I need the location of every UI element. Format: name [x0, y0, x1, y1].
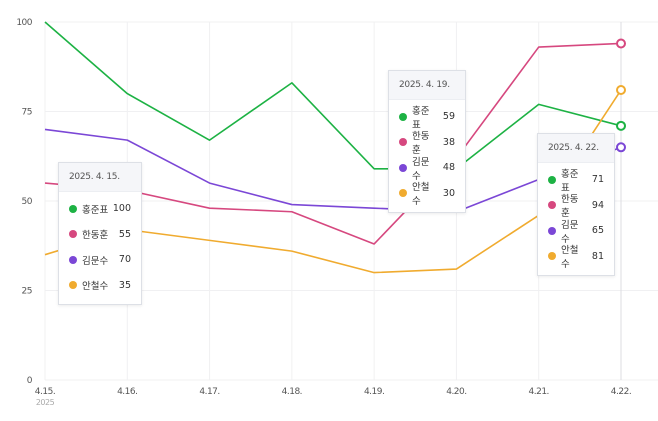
legend-dot-icon: [69, 255, 77, 264]
tooltip-value: 48: [442, 162, 455, 174]
tooltip-value: 81: [591, 250, 604, 262]
x-year-label: 2025: [36, 398, 55, 407]
tooltip-row: 한동훈 55: [59, 222, 141, 248]
x-tick-label: 4.19.: [364, 387, 384, 397]
tooltip-value: 59: [442, 111, 455, 123]
tooltip-row: 한동훈 94: [538, 193, 614, 219]
tooltip-series-name: 안철수: [561, 245, 579, 271]
tooltip-4-15: 2025. 4. 15. 홍준표 100 한동훈 55 김문수 70 안철수 35: [58, 162, 142, 305]
tooltip-series-name: 안철수: [412, 182, 430, 208]
tooltip-4-22: 2025. 4. 22. 홍준표 71 한동훈 94 김문수 65 안철수 81: [537, 133, 615, 276]
y-tick-label: 0: [27, 376, 33, 386]
tooltip-row: 안철수 35: [59, 273, 141, 299]
tooltip-series-name: 홍준표: [561, 168, 579, 194]
tooltip-value: 35: [118, 279, 131, 291]
tooltip-value: 70: [118, 254, 131, 266]
tooltip-row: 김문수 65: [538, 218, 614, 245]
series-end-marker-0: [616, 120, 626, 131]
series-end-marker-2: [616, 142, 626, 153]
series-line-0: [44, 21, 622, 170]
tooltip-series-name: 안철수: [82, 281, 109, 293]
tooltip-value: 30: [442, 187, 455, 199]
tooltip-4-19: 2025. 4. 19. 홍준표 59 한동훈 38 김문수 48 안철수 30: [388, 70, 466, 213]
tooltip-value: 55: [118, 228, 131, 240]
tooltip-series-name: 김문수: [561, 219, 579, 245]
tooltip-row: 김문수 70: [59, 247, 141, 273]
tooltip-row: 한동훈 38: [389, 130, 465, 156]
tooltip-value: 65: [591, 225, 604, 237]
y-tick-label: 50: [22, 197, 33, 207]
tooltip-date: 2025. 4. 22.: [538, 134, 614, 163]
legend-dot-icon: [548, 226, 556, 235]
x-tick-label: 4.17.: [199, 387, 219, 397]
tooltip-row: 홍준표 59: [389, 104, 465, 131]
tooltip-series-name: 홍준표: [82, 204, 109, 216]
tooltip-series-name: 한동훈: [412, 131, 430, 157]
series-line-2: [44, 128, 622, 213]
legend-dot-icon: [399, 138, 407, 147]
legend-dot-icon: [69, 230, 77, 239]
x-tick-label: 4.15.: [35, 387, 55, 397]
legend-dot-icon: [69, 281, 77, 290]
legend-dot-icon: [69, 204, 77, 213]
tooltip-series-name: 한동훈: [82, 230, 109, 242]
legend-dot-icon: [399, 163, 407, 172]
legend-dot-icon: [399, 112, 407, 121]
tooltip-value: 94: [591, 199, 604, 211]
tooltip-value: 100: [112, 203, 131, 215]
tooltip-value: 71: [591, 174, 604, 186]
y-tick-label: 25: [22, 287, 32, 297]
tooltip-series-name: 홍준표: [412, 105, 430, 131]
tooltip-series-name: 김문수: [82, 255, 109, 267]
tooltip-series-name: 김문수: [412, 156, 430, 182]
x-tick-label: 4.20.: [446, 387, 466, 397]
x-tick-label: 4.21.: [529, 387, 549, 397]
tooltip-date: 2025. 4. 15.: [59, 163, 141, 192]
series-end-marker-1: [616, 38, 626, 49]
x-tick-label: 4.22.: [611, 387, 631, 397]
y-tick-label: 100: [16, 18, 32, 28]
tooltip-date: 2025. 4. 19.: [389, 71, 465, 100]
tooltip-value: 38: [442, 136, 455, 148]
tooltip-row: 홍준표 100: [59, 196, 141, 222]
series-end-marker-3: [616, 85, 626, 96]
legend-dot-icon: [399, 189, 407, 198]
y-tick-label: 75: [22, 108, 32, 118]
tooltip-row: 안철수 81: [538, 244, 614, 270]
tooltip-row: 홍준표 71: [538, 167, 614, 194]
tooltip-row: 안철수 30: [389, 181, 465, 207]
legend-dot-icon: [548, 201, 556, 210]
tooltip-row: 김문수 48: [389, 155, 465, 182]
legend-dot-icon: [548, 175, 556, 184]
x-tick-label: 4.18.: [282, 387, 302, 397]
x-tick-label: 4.16.: [117, 387, 137, 397]
tooltip-series-name: 한동훈: [561, 194, 579, 220]
legend-dot-icon: [548, 252, 556, 261]
